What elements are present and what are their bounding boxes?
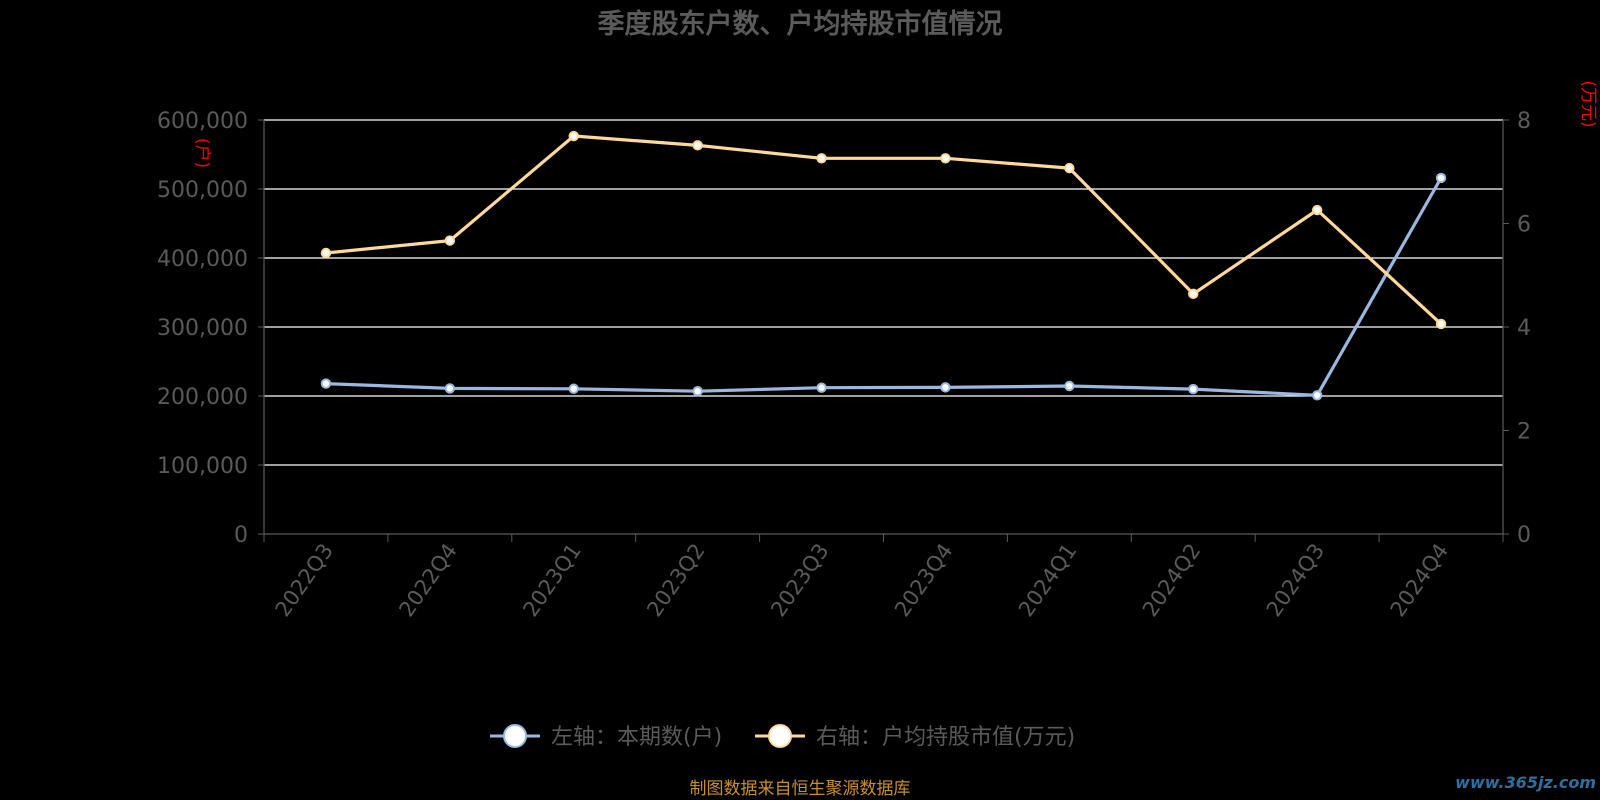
series-2-point <box>1311 204 1323 216</box>
right-tick-label: 2 <box>1517 420 1531 445</box>
left-tick-label: 400,000 <box>157 247 248 272</box>
x-tick-label: 2024Q4 <box>1386 539 1453 621</box>
series-1-point <box>940 382 951 393</box>
watermark: www.365jz.com <box>1455 773 1596 792</box>
series-2-point <box>1064 162 1075 174</box>
x-tick-label: 2022Q4 <box>394 539 461 621</box>
legend-marker-1 <box>503 724 527 748</box>
right-axis-ticks: 0 2 4 6 8 <box>1503 109 1531 548</box>
legend: 左轴：本期数(户) 右轴：户均持股市值(万元) <box>490 724 1075 750</box>
grid <box>264 119 1503 466</box>
series-1-point <box>1064 380 1075 392</box>
legend-marker-2 <box>768 724 792 748</box>
series-1-point <box>1435 172 1447 184</box>
x-tick-label: 2023Q1 <box>518 539 585 621</box>
right-axis-unit: (万元) <box>1578 80 1598 127</box>
series-2-point <box>692 140 703 151</box>
right-tick-label: 8 <box>1517 109 1531 134</box>
series-1-point <box>444 383 456 394</box>
x-tick-label: 2024Q3 <box>1262 539 1329 621</box>
series-layer <box>320 130 1447 401</box>
series-2-point <box>1435 318 1447 330</box>
right-tick-label: 6 <box>1517 213 1531 238</box>
series-2-point <box>816 153 827 164</box>
left-axis-ticks: 0 100,000 200,000 300,000 400,000 500,000 600,… <box>157 109 264 548</box>
series-2-point <box>1188 288 1199 300</box>
left-axis-unit: (户) <box>192 138 212 168</box>
series-2-point <box>444 235 456 246</box>
series-1-point <box>816 382 827 393</box>
left-tick-label: 500,000 <box>157 178 248 203</box>
series-1-point <box>1188 383 1199 395</box>
x-tick-label: 2023Q4 <box>890 539 957 621</box>
series-line-2 <box>325 134 1443 326</box>
x-tick-label: 2024Q1 <box>1014 539 1081 621</box>
x-tick-label: 2023Q2 <box>642 539 709 621</box>
left-tick-label: 200,000 <box>157 385 248 410</box>
series-1-point <box>692 385 703 397</box>
right-tick-label: 4 <box>1517 316 1531 341</box>
x-tick-label: 2024Q2 <box>1138 539 1205 621</box>
series-1-point <box>320 378 332 389</box>
right-tick-label: 0 <box>1517 523 1531 548</box>
x-tick-label: 2022Q3 <box>271 539 338 621</box>
series-2-point <box>940 153 951 164</box>
legend-label-1: 左轴：本期数(户) <box>551 725 722 750</box>
series-1-point <box>568 383 579 394</box>
legend-label-2: 右轴：户均持股市值(万元) <box>816 725 1075 750</box>
series-1-point <box>1311 390 1323 401</box>
series-2-point <box>568 130 579 142</box>
left-tick-label: 300,000 <box>157 316 248 341</box>
series-2-point <box>320 247 332 259</box>
chart-title: 季度股东户数、户均持股市值情况 <box>598 8 1003 40</box>
left-tick-label: 0 <box>234 523 248 548</box>
data-source-note: 制图数据来自恒生聚源数据库 <box>690 779 911 799</box>
left-tick-label: 600,000 <box>157 109 248 134</box>
x-tick-label: 2023Q3 <box>766 539 833 621</box>
left-tick-label: 100,000 <box>157 454 248 479</box>
x-axis-ticks: 2022Q3 2022Q4 2023Q1 2023Q2 2023Q3 2023Q4 2024… <box>263 534 1504 621</box>
series-line-1 <box>325 177 1443 397</box>
